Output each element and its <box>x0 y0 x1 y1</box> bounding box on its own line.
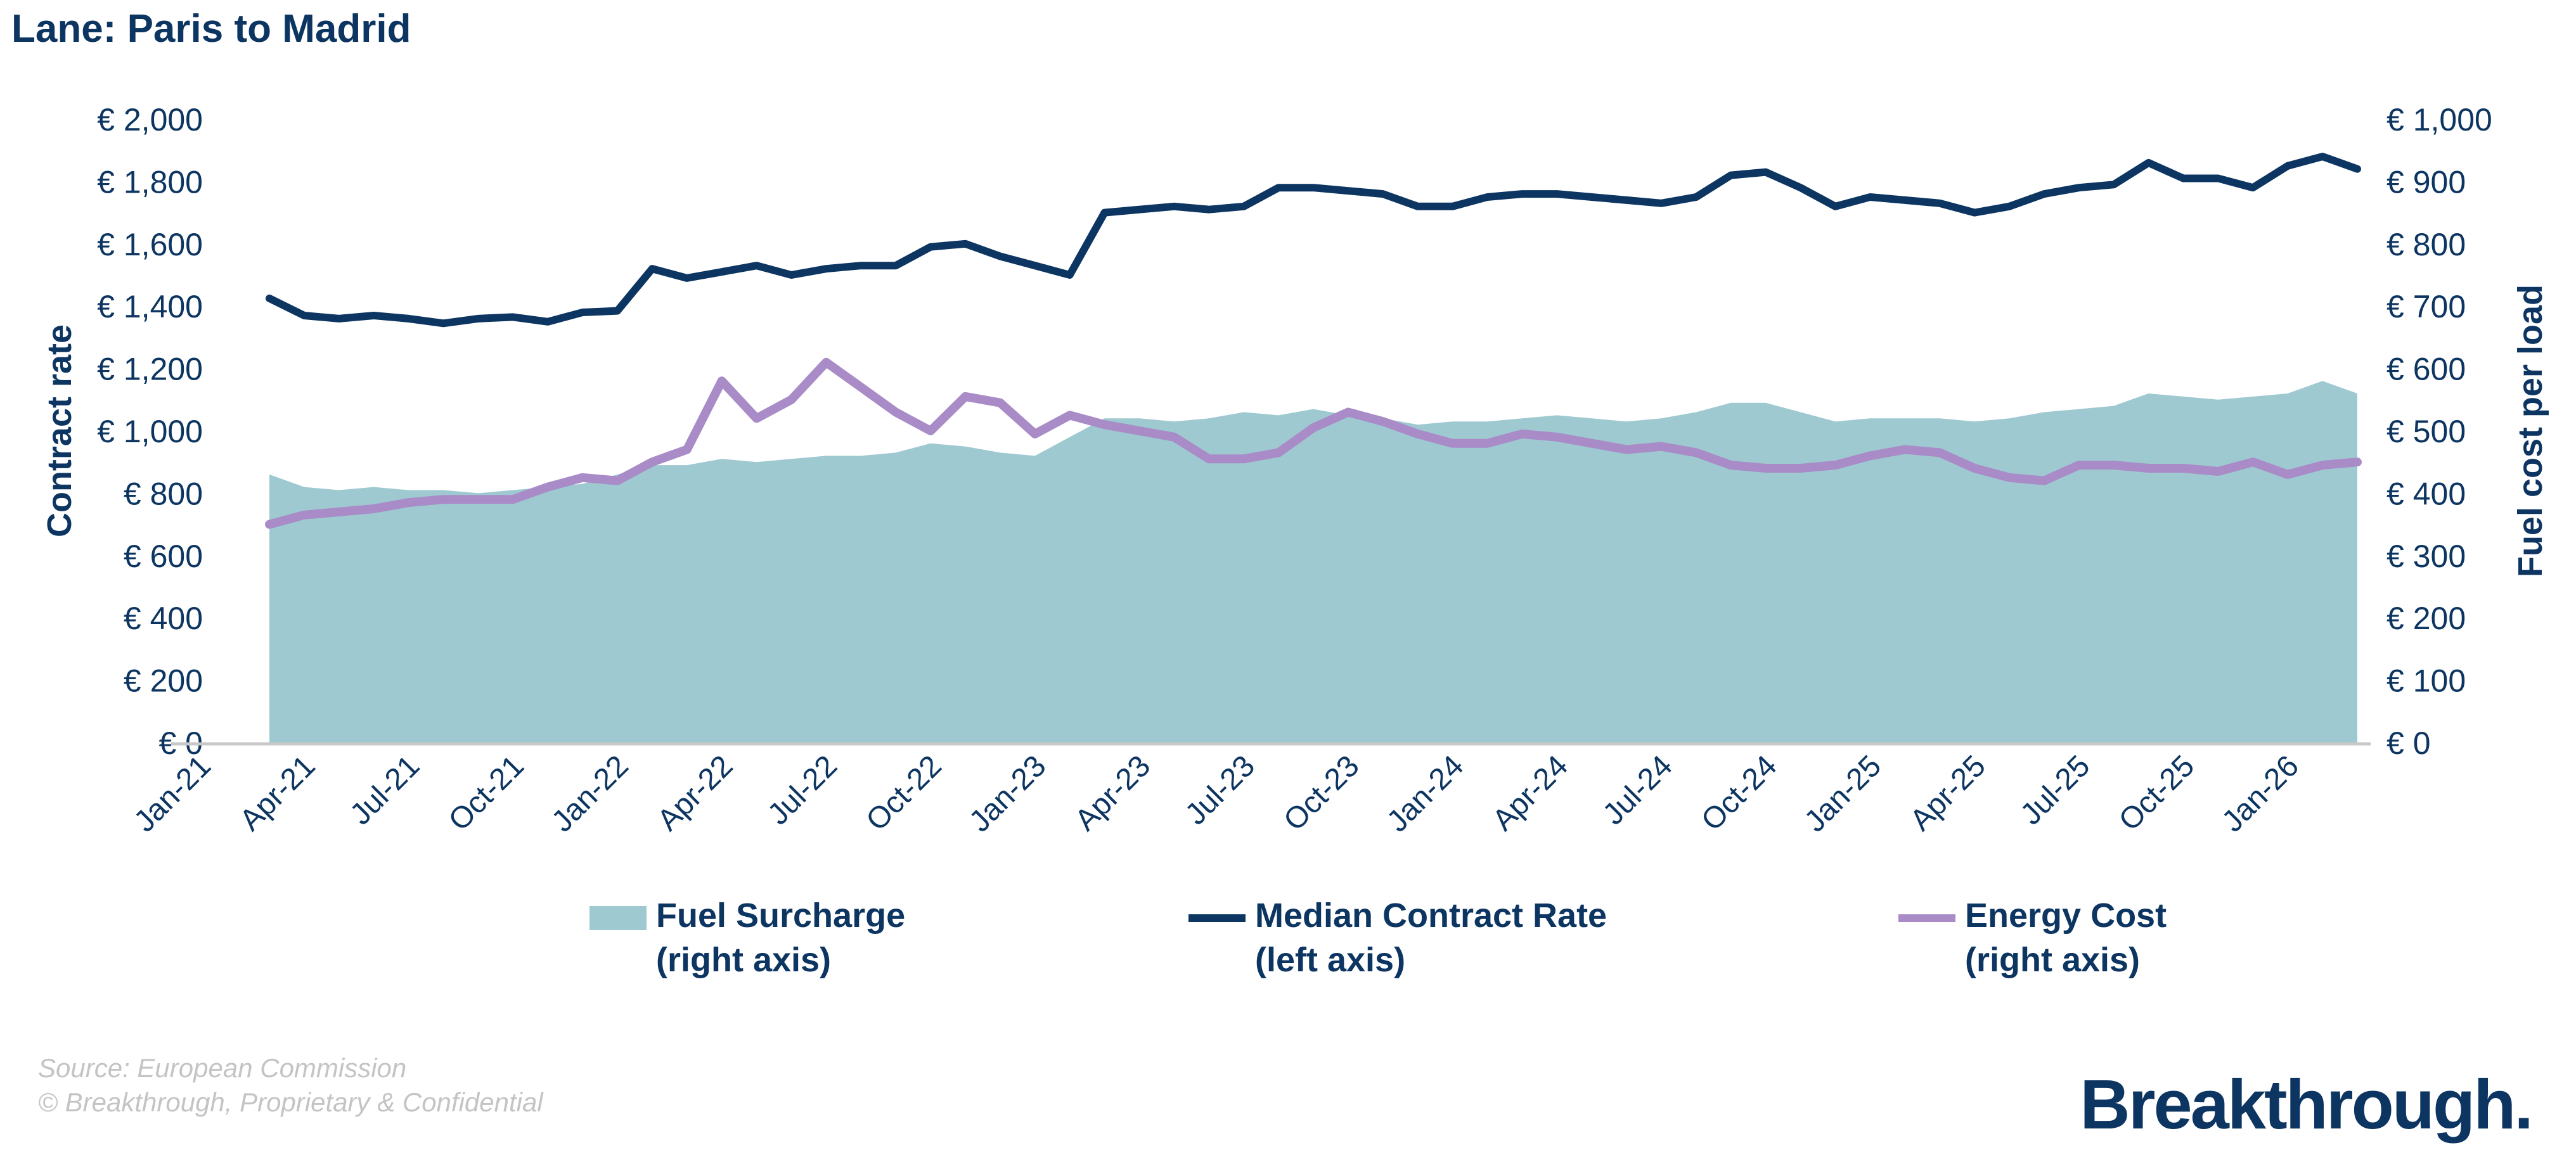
legend-swatch-line <box>1898 914 1955 922</box>
y-tick-right: € 400 <box>2386 476 2466 511</box>
breakthrough-logo: Breakthrough. <box>2080 1066 2534 1144</box>
y-tick-right: € 100 <box>2386 663 2466 699</box>
legend-label: Energy Cost <box>1965 897 2167 935</box>
y-axis-title-left: Contract rate <box>41 324 79 537</box>
y-tick-left: € 600 <box>124 539 203 574</box>
copyright-note: © Breakthrough, Proprietary & Confidenti… <box>38 1087 543 1117</box>
y-tick-right: € 300 <box>2386 539 2466 574</box>
y-tick-left: € 1,400 <box>97 289 203 324</box>
x-tick-label: Jan-21 <box>128 749 217 838</box>
y-tick-left: € 1,200 <box>97 352 203 387</box>
source-note: Source: European Commission <box>38 1053 407 1083</box>
y-tick-left: € 1,800 <box>97 164 203 200</box>
x-tick-label: Jan-26 <box>2216 749 2305 838</box>
y-tick-left: € 800 <box>124 476 203 511</box>
chart: € 0 € 200 € 400 € 600 € 800 € 1,000 € 1,200 € 1… <box>41 102 2549 839</box>
x-tick-label: Oct-23 <box>1277 749 1365 837</box>
y-tick-right: € 200 <box>2386 601 2466 636</box>
legend-swatch-line <box>1188 914 1246 922</box>
y-tick-right: € 700 <box>2386 289 2466 324</box>
y-tick-left: € 1,000 <box>97 414 203 449</box>
x-tick-label: Jan-24 <box>1381 749 1470 838</box>
x-tick-label: Apr-22 <box>651 749 739 837</box>
x-tick-label: Jul-25 <box>2014 749 2097 831</box>
x-tick-label: Oct-24 <box>1695 749 1783 837</box>
y-tick-left: € 1,600 <box>97 227 203 262</box>
y-tick-right: € 800 <box>2386 227 2466 262</box>
chart-title: Lane: Paris to Madrid <box>11 7 411 51</box>
x-tick-label: Jan-23 <box>963 749 1052 838</box>
y-tick-left: € 200 <box>124 663 203 699</box>
y-axis-title-right: Fuel cost per load <box>2511 284 2549 577</box>
legend-sublabel: (right axis) <box>656 941 832 979</box>
x-tick-label: Jan-25 <box>1798 749 1888 838</box>
y-tick-left: € 2,000 <box>97 102 203 137</box>
x-tick-label: Jul-24 <box>1597 749 1679 831</box>
x-tick-label: Apr-21 <box>233 749 321 837</box>
legend-swatch-area <box>589 906 647 930</box>
x-tick-label: Apr-24 <box>1486 749 1575 837</box>
x-tick-label: Oct-21 <box>442 749 531 837</box>
y-tick-left: € 400 <box>124 601 203 636</box>
x-tick-label: Jul-21 <box>344 749 426 831</box>
x-tick-label: Oct-25 <box>2113 749 2201 837</box>
x-tick-label: Apr-25 <box>1904 749 1992 837</box>
series-median-contract-rate-line <box>266 153 2361 328</box>
y-tick-right: € 600 <box>2386 352 2466 387</box>
legend-sublabel: (left axis) <box>1255 941 1406 979</box>
y-tick-right: € 900 <box>2386 164 2466 200</box>
y-tick-right: € 0 <box>2386 725 2431 761</box>
y-tick-right: € 1,000 <box>2386 102 2492 137</box>
x-tick-label: Jul-22 <box>761 749 844 831</box>
x-tick-label: Jul-23 <box>1179 749 1261 831</box>
legend-label: Median Contract Rate <box>1255 897 1607 935</box>
series-fuel-surcharge-area <box>269 381 2357 743</box>
x-tick-label: Jan-22 <box>546 749 635 838</box>
y-tick-right: € 500 <box>2386 414 2466 449</box>
x-tick-label: Oct-22 <box>860 749 948 837</box>
legend-label: Fuel Surcharge <box>656 897 906 935</box>
legend-sublabel: (right axis) <box>1965 941 2141 979</box>
x-tick-label: Apr-23 <box>1069 749 1157 837</box>
